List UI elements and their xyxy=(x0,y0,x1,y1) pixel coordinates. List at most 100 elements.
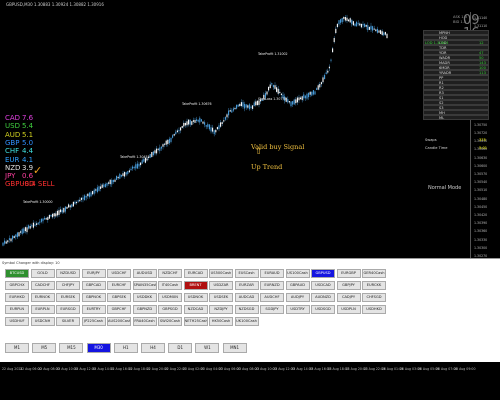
symbol-button[interactable]: EURGBP xyxy=(336,269,361,278)
symbol-button[interactable]: EURNOK xyxy=(30,293,55,302)
timeframe-button[interactable]: M30 xyxy=(86,343,111,353)
symbol-button[interactable]: USDPLN xyxy=(336,305,361,314)
symbol-button[interactable]: NZDCHF xyxy=(158,269,182,278)
symbol-button[interactable]: US100Cash xyxy=(285,269,310,278)
symbol-button[interactable]: USDTRY xyxy=(285,305,310,314)
symbol-button[interactable]: GBPUSD xyxy=(311,269,335,278)
timeframe-button[interactable]: W1 xyxy=(195,343,220,353)
symbol-button[interactable]: EURCKK xyxy=(362,281,386,290)
timeframe-button[interactable]: M15 xyxy=(59,343,84,353)
symbol-button[interactable]: SPAIN35Cash xyxy=(132,281,157,290)
symbol-button[interactable]: AUDCAD xyxy=(234,293,259,302)
symbol-button[interactable]: AUDNZD xyxy=(311,293,335,302)
symbol-button[interactable]: USDZAR xyxy=(209,281,233,290)
symbol-button[interactable]: UK100Cash xyxy=(234,317,259,326)
time-axis[interactable]: 22 Aug 2024 22 Aug 06:00 22 Aug 08:00 22 Au… xyxy=(0,362,500,378)
symbol-button[interactable]: EURNZD xyxy=(260,281,284,290)
candle-body xyxy=(314,91,316,95)
symbol-button[interactable]: CADCHF xyxy=(30,281,55,290)
candle-time-label: Candle Time xyxy=(425,146,448,150)
symbol-button[interactable]: AUS200Cash xyxy=(107,317,131,326)
symbol-button[interactable]: NZDJPY xyxy=(209,305,233,314)
symbol-button[interactable]: GBPJPY xyxy=(336,281,361,290)
candle-body xyxy=(349,18,351,23)
timeframe-button[interactable]: MN1 xyxy=(222,343,247,353)
candle-body xyxy=(69,205,71,208)
symbol-button[interactable]: USDHKD xyxy=(362,305,386,314)
symbol-button[interactable]: EURCAD xyxy=(183,269,208,278)
candle-body xyxy=(151,152,153,157)
symbol-button[interactable]: USDHUF xyxy=(5,317,29,326)
symbol-button[interactable]: SWI20Cash xyxy=(158,317,182,326)
candle-body xyxy=(92,191,94,195)
symbol-button[interactable]: USDNOK xyxy=(183,293,208,302)
symbol-button[interactable]: HK50Cash xyxy=(209,317,233,326)
candle-body xyxy=(159,147,161,151)
symbol-button[interactable]: GBPSEK xyxy=(107,293,131,302)
symbol-button[interactable]: GBPAUD xyxy=(285,281,310,290)
symbol-button[interactable]: NZDCAD xyxy=(183,305,208,314)
candle-body xyxy=(103,184,105,187)
price-tick-label: 1.31140 xyxy=(474,16,488,20)
symbol-button[interactable]: EURPLN xyxy=(5,305,29,314)
candle-body xyxy=(200,119,202,122)
symbol-button[interactable]: EURAUD xyxy=(260,269,284,278)
symbol-button[interactable]: FRA40Cash xyxy=(132,317,157,326)
symbol-button[interactable]: GBPCHF xyxy=(107,305,131,314)
info-row-label: YDR xyxy=(439,50,447,55)
symbol-button[interactable]: USDMXN xyxy=(158,293,182,302)
symbol-button[interactable]: NETH25Cash xyxy=(183,317,208,326)
symbol-button[interactable]: US500Cash xyxy=(209,269,233,278)
symbol-button[interactable]: BTCUSD xyxy=(5,269,29,278)
timeframe-button[interactable]: D1 xyxy=(168,343,193,353)
symbol-button[interactable]: NZDUSD xyxy=(56,269,80,278)
symbol-button[interactable]: USDDKK xyxy=(132,293,157,302)
symbol-button[interactable]: NZDSGD xyxy=(234,305,259,314)
symbol-button[interactable]: USDCNH xyxy=(30,317,55,326)
candle-body xyxy=(364,23,366,27)
symbol-button[interactable]: AUDUSD xyxy=(132,269,157,278)
symbol-button[interactable]: EURJPY xyxy=(81,269,106,278)
symbol-button[interactable]: USDCHF xyxy=(107,269,131,278)
timeframe-button[interactable]: H4 xyxy=(141,343,165,353)
symbol-button[interactable]: CADJPY xyxy=(336,293,361,302)
symbol-button[interactable]: EURSEK xyxy=(56,293,80,302)
symbol-button[interactable]: GBPNOK xyxy=(81,293,106,302)
symbol-button[interactable]: USDSEK xyxy=(209,293,233,302)
symbol-button[interactable]: GBPSGD xyxy=(158,305,182,314)
candle-body xyxy=(108,182,110,184)
symbol-button[interactable]: IT40Cash xyxy=(158,281,182,290)
symbol-button[interactable]: CHFSGD xyxy=(362,293,386,302)
symbol-button[interactable]: EURHKD xyxy=(5,293,29,302)
symbol-button[interactable]: EURTRY xyxy=(81,305,106,314)
symbol-button[interactable]: GBPCAD xyxy=(81,281,106,290)
symbol-button[interactable]: GBPNZD xyxy=(132,305,157,314)
candle-body xyxy=(212,127,214,132)
symbol-button[interactable]: GOLD xyxy=(30,269,55,278)
timeframe-button[interactable]: H1 xyxy=(113,343,138,353)
symbol-button[interactable]: EURSGD xyxy=(56,305,80,314)
price-chart[interactable] xyxy=(0,12,470,258)
time-tick-label: 22 Aug 10:00 xyxy=(56,367,78,371)
symbol-button[interactable]: SGDJPY xyxy=(260,305,284,314)
symbol-button[interactable]: EURCHF xyxy=(107,281,131,290)
candle-body xyxy=(144,157,146,163)
symbol-button[interactable]: CHFJPY xyxy=(56,281,80,290)
symbol-button[interactable]: SILVER xyxy=(56,317,80,326)
candlestick-chart[interactable] xyxy=(0,12,470,258)
symbol-button[interactable]: JP225Cash xyxy=(81,317,106,326)
timeframe-button[interactable]: M1 xyxy=(5,343,29,353)
symbol-button[interactable]: EURPLN xyxy=(30,305,55,314)
symbol-button[interactable]: USDSGD xyxy=(311,305,335,314)
symbol-button[interactable]: GER40Cash xyxy=(362,269,386,278)
candle-body xyxy=(208,124,210,130)
timeframe-button[interactable]: M5 xyxy=(32,343,57,353)
symbol-button[interactable]: EUSCash xyxy=(234,269,259,278)
symbol-button[interactable]: GBPCHX xyxy=(5,281,29,290)
symbol-button[interactable]: EURZAR xyxy=(234,281,259,290)
symbol-button[interactable]: BRENT xyxy=(183,281,208,290)
symbol-button[interactable]: USDCAD xyxy=(311,281,335,290)
symbol-button[interactable]: AUDJPY xyxy=(285,293,310,302)
symbol-button[interactable]: AUDCHF xyxy=(260,293,284,302)
candle-body xyxy=(359,23,361,26)
